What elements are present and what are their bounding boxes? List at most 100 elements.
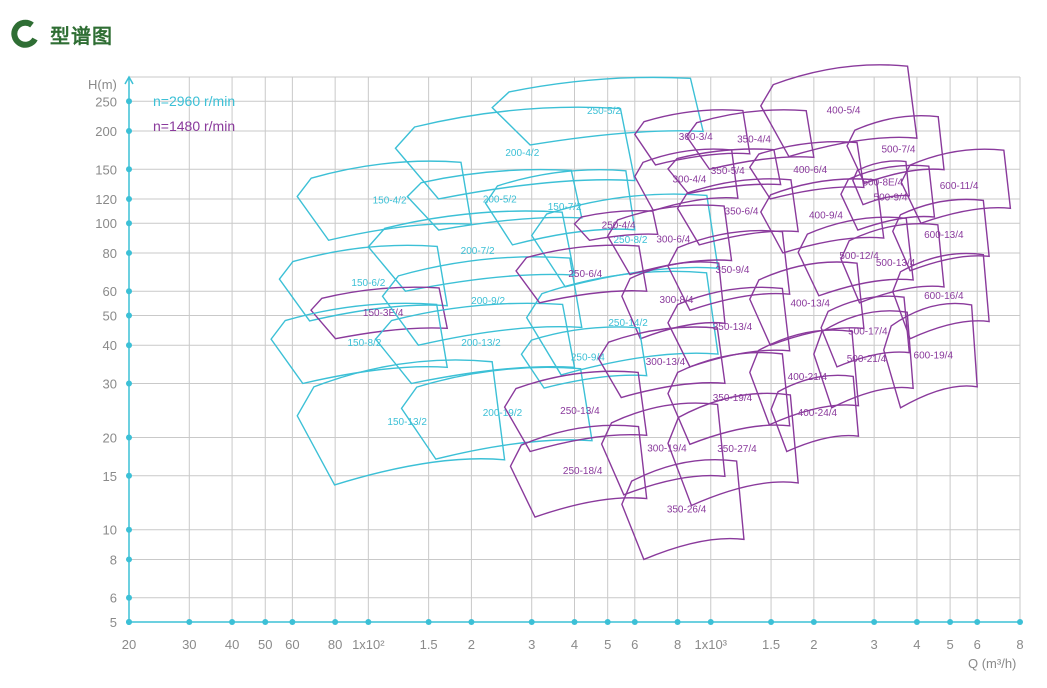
model-label: 200-5/2 — [483, 195, 517, 206]
y-tick-label: 150 — [95, 162, 117, 177]
model-label: 150-6/2 — [351, 278, 385, 289]
y-tick-label: 200 — [95, 124, 117, 139]
model-label: 150-7/2 — [548, 202, 582, 213]
x-tick-label: 1x10³ — [694, 637, 727, 652]
model-label: 600-11/4 — [940, 181, 979, 192]
x-tick-dot — [571, 619, 578, 625]
y-tick-dot — [126, 127, 132, 134]
x-axis-label: Q (m³/h) — [968, 656, 1016, 671]
model-region — [840, 164, 936, 231]
model-region — [759, 64, 918, 158]
model-label: 300-4/4 — [672, 175, 706, 186]
model-label: 150-4/2 — [373, 195, 407, 206]
model-label: 250-13/4 — [560, 406, 600, 417]
y-tick-label: 40 — [103, 338, 117, 353]
model-region — [667, 392, 799, 507]
y-tick-dot — [126, 312, 132, 319]
model-label: 350-6/4 — [725, 207, 759, 218]
green-ring-icon — [11, 19, 38, 48]
model-label: 500-13/4 — [876, 258, 916, 269]
model-region — [748, 140, 865, 200]
y-tick-dot — [126, 342, 132, 349]
y-tick-dot — [126, 98, 132, 105]
model-region — [310, 286, 449, 340]
model-region — [667, 148, 782, 195]
model-label: 250-14/2 — [608, 318, 648, 329]
model-label: 300-13/4 — [646, 357, 686, 368]
model-region — [515, 244, 648, 304]
x-tick-label: 6 — [974, 637, 981, 652]
legend-item-2960: n=2960 r/min — [153, 93, 235, 109]
model-region — [278, 244, 449, 322]
x-tick-dot — [425, 619, 432, 625]
y-tick-dot — [126, 556, 132, 563]
model-label: 500-7/4 — [881, 144, 915, 155]
x-tick-dot — [810, 619, 817, 625]
model-label: 500-21/4 — [847, 354, 887, 365]
model-region — [296, 160, 473, 242]
model-region — [296, 359, 506, 486]
model-label: 250-5/2 — [587, 106, 621, 117]
legend: n=2960 r/min n=1480 r/min — [153, 93, 235, 134]
model-label: 350-4/4 — [737, 134, 771, 145]
y-tick-label: 5 — [110, 615, 117, 630]
x-tick-label: 2 — [810, 637, 817, 652]
model-label: 500-9/4 — [874, 192, 908, 203]
y-tick-label: 100 — [95, 216, 117, 231]
model-label: 300-19/4 — [647, 444, 687, 455]
y-tick-label: 60 — [103, 284, 117, 299]
header: 型谱图 — [10, 18, 113, 50]
model-label: 350-5/4 — [711, 166, 745, 177]
model-label: 350-19/4 — [713, 393, 753, 404]
x-tick-dot — [289, 619, 296, 625]
model-region — [374, 302, 576, 385]
x-tick-dot — [229, 619, 236, 625]
model-region — [491, 76, 705, 146]
y-tick-label: 250 — [95, 94, 117, 109]
model-region — [749, 329, 860, 426]
model-label: 400-13/4 — [791, 298, 831, 309]
model-label: 350-27/4 — [717, 444, 757, 455]
model-region — [770, 374, 860, 453]
y-axis-label: H(m) — [88, 77, 117, 92]
model-region — [525, 270, 719, 376]
model-region — [406, 168, 583, 231]
x-tick-dot — [631, 619, 638, 625]
model-label: 150-8/2 — [347, 338, 381, 349]
x-tick-label: 30 — [182, 637, 196, 652]
x-tick-label: 6 — [631, 637, 638, 652]
model-label: 250-6/4 — [568, 269, 602, 280]
model-region — [759, 178, 885, 254]
model-region — [367, 210, 576, 293]
model-region — [597, 326, 726, 399]
x-tick-dot — [604, 619, 611, 625]
x-tick-dot — [365, 619, 372, 625]
x-tick-label: 80 — [328, 637, 342, 652]
y-tick-dot — [126, 434, 132, 441]
model-label: 400-9/4 — [809, 211, 843, 222]
x-tick-label: 3 — [871, 637, 878, 652]
tick-labels: 20 30 40 50 60 80 1x10² 1.5 2 3 4 5 6 8 1x10³ 1.5 2 3 4 5 6 8… — [95, 94, 1023, 652]
y-tick-label: 80 — [103, 246, 117, 261]
model-region — [891, 198, 990, 272]
x-tick-label: 8 — [1016, 637, 1023, 652]
x-tick-dot — [707, 619, 714, 625]
model-label: 200-4/2 — [505, 148, 539, 159]
x-tick-label: 40 — [225, 637, 239, 652]
model-label: 150-13/2 — [387, 417, 427, 428]
x-tick-dot — [913, 619, 920, 625]
x-tick-label: 1x10² — [352, 637, 385, 652]
x-tick-dot — [974, 619, 981, 625]
model-label: 400-6/4 — [793, 165, 827, 176]
model-label: 150-3E/4 — [363, 308, 404, 319]
y-tick-dot — [126, 526, 132, 533]
model-label: 500-8E/4 — [862, 178, 903, 189]
model-region — [503, 370, 648, 453]
y-tick-label: 10 — [103, 523, 117, 538]
x-tick-dot — [332, 619, 339, 625]
model-region — [667, 351, 791, 446]
model-region — [846, 114, 945, 185]
model-label: 200-7/2 — [461, 246, 495, 257]
model-region — [484, 169, 636, 246]
